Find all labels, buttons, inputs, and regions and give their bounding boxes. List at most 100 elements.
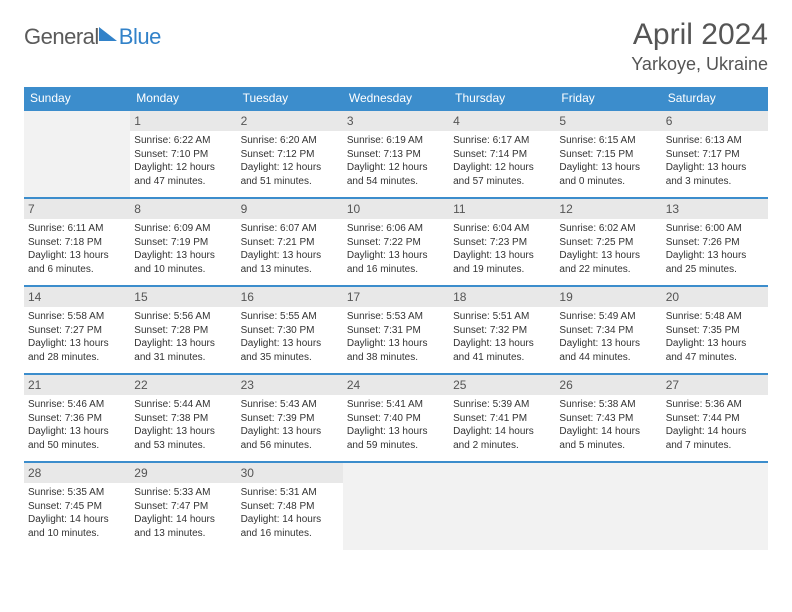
calendar-header-row: SundayMondayTuesdayWednesdayThursdayFrid… xyxy=(24,87,768,110)
daylight-text: Daylight: 12 hours and 57 minutes. xyxy=(453,161,551,188)
calendar-day-cell: 9 Sunrise: 6:07 AMSunset: 7:21 PMDaylight… xyxy=(237,198,343,286)
daylight-text: Daylight: 13 hours and 0 minutes. xyxy=(559,161,657,188)
sunset-text: Sunset: 7:47 PM xyxy=(134,500,232,514)
day-number: 30 xyxy=(237,463,343,483)
sunset-text: Sunset: 7:17 PM xyxy=(666,148,764,162)
calendar-day-cell: 26Sunrise: 5:38 AMSunset: 7:43 PMDayligh… xyxy=(555,374,661,462)
daylight-text: Daylight: 13 hours and 53 minutes. xyxy=(134,425,232,452)
daylight-text: Daylight: 12 hours and 47 minutes. xyxy=(134,161,232,188)
calendar-day-cell: 11Sunrise: 6:04 AMSunset: 7:23 PMDayligh… xyxy=(449,198,555,286)
day-number: 18 xyxy=(449,287,555,307)
sunrise-text: Sunrise: 5:38 AM xyxy=(559,398,657,412)
weekday-header: Monday xyxy=(130,87,236,110)
sunset-text: Sunset: 7:12 PM xyxy=(241,148,339,162)
calendar-day-cell: 25Sunrise: 5:39 AMSunset: 7:41 PMDayligh… xyxy=(449,374,555,462)
daylight-text: Daylight: 14 hours and 7 minutes. xyxy=(666,425,764,452)
day-number: 2 xyxy=(237,111,343,131)
calendar-day-cell: 30Sunrise: 5:31 AMSunset: 7:48 PMDayligh… xyxy=(237,462,343,550)
calendar-day-cell: 24Sunrise: 5:41 AMSunset: 7:40 PMDayligh… xyxy=(343,374,449,462)
day-number: 13 xyxy=(662,199,768,219)
daylight-text: Daylight: 14 hours and 10 minutes. xyxy=(28,513,126,540)
location: Yarkoye, Ukraine xyxy=(631,54,768,75)
weekday-header: Wednesday xyxy=(343,87,449,110)
logo: General Blue xyxy=(24,18,161,50)
day-number: 29 xyxy=(130,463,236,483)
day-number: 12 xyxy=(555,199,661,219)
month-title: April 2024 xyxy=(631,18,768,52)
calendar-day-cell: 21Sunrise: 5:46 AMSunset: 7:36 PMDayligh… xyxy=(24,374,130,462)
day-number: 23 xyxy=(237,375,343,395)
daylight-text: Daylight: 13 hours and 13 minutes. xyxy=(241,249,339,276)
sunrise-text: Sunrise: 6:07 AM xyxy=(241,222,339,236)
calendar-day-cell: 7Sunrise: 6:11 AMSunset: 7:18 PMDaylight… xyxy=(24,198,130,286)
sunrise-text: Sunrise: 6:02 AM xyxy=(559,222,657,236)
day-number: 17 xyxy=(343,287,449,307)
daylight-text: Daylight: 13 hours and 19 minutes. xyxy=(453,249,551,276)
daylight-text: Daylight: 13 hours and 31 minutes. xyxy=(134,337,232,364)
calendar-week-row: 21Sunrise: 5:46 AMSunset: 7:36 PMDayligh… xyxy=(24,374,768,462)
sunset-text: Sunset: 7:27 PM xyxy=(28,324,126,338)
day-number: 25 xyxy=(449,375,555,395)
sunset-text: Sunset: 7:18 PM xyxy=(28,236,126,250)
sunrise-text: Sunrise: 5:43 AM xyxy=(241,398,339,412)
sunrise-text: Sunrise: 5:55 AM xyxy=(241,310,339,324)
sunrise-text: Sunrise: 5:31 AM xyxy=(241,486,339,500)
day-number: 1 xyxy=(130,111,236,131)
weekday-header: Saturday xyxy=(662,87,768,110)
day-number: 26 xyxy=(555,375,661,395)
day-number: 9 xyxy=(237,199,343,219)
sunset-text: Sunset: 7:15 PM xyxy=(559,148,657,162)
sunrise-text: Sunrise: 5:36 AM xyxy=(666,398,764,412)
day-number: 3 xyxy=(343,111,449,131)
day-number: 6 xyxy=(662,111,768,131)
sunrise-text: Sunrise: 5:46 AM xyxy=(28,398,126,412)
calendar-day-cell: 27Sunrise: 5:36 AMSunset: 7:44 PMDayligh… xyxy=(662,374,768,462)
sunset-text: Sunset: 7:26 PM xyxy=(666,236,764,250)
sunset-text: Sunset: 7:21 PM xyxy=(241,236,339,250)
daylight-text: Daylight: 13 hours and 35 minutes. xyxy=(241,337,339,364)
logo-triangle-icon xyxy=(99,27,117,41)
day-number: 8 xyxy=(130,199,236,219)
sunrise-text: Sunrise: 5:58 AM xyxy=(28,310,126,324)
sunrise-text: Sunrise: 6:13 AM xyxy=(666,134,764,148)
day-number: 16 xyxy=(237,287,343,307)
calendar-day-cell: 23Sunrise: 5:43 AMSunset: 7:39 PMDayligh… xyxy=(237,374,343,462)
sunrise-text: Sunrise: 6:19 AM xyxy=(347,134,445,148)
weekday-header: Tuesday xyxy=(237,87,343,110)
calendar-day-cell: 17Sunrise: 5:53 AMSunset: 7:31 PMDayligh… xyxy=(343,286,449,374)
calendar-empty-cell xyxy=(24,110,130,198)
calendar-day-cell: 2Sunrise: 6:20 AMSunset: 7:12 PMDaylight… xyxy=(237,110,343,198)
day-number: 14 xyxy=(24,287,130,307)
day-number: 22 xyxy=(130,375,236,395)
sunrise-text: Sunrise: 5:39 AM xyxy=(453,398,551,412)
calendar-day-cell: 16Sunrise: 5:55 AMSunset: 7:30 PMDayligh… xyxy=(237,286,343,374)
sunrise-text: Sunrise: 6:20 AM xyxy=(241,134,339,148)
day-number: 21 xyxy=(24,375,130,395)
daylight-text: Daylight: 13 hours and 10 minutes. xyxy=(134,249,232,276)
calendar-day-cell: 13Sunrise: 6:00 AMSunset: 7:26 PMDayligh… xyxy=(662,198,768,286)
sunset-text: Sunset: 7:41 PM xyxy=(453,412,551,426)
day-number: 28 xyxy=(24,463,130,483)
daylight-text: Daylight: 13 hours and 25 minutes. xyxy=(666,249,764,276)
daylight-text: Daylight: 13 hours and 28 minutes. xyxy=(28,337,126,364)
day-number: 19 xyxy=(555,287,661,307)
calendar-day-cell: 5Sunrise: 6:15 AMSunset: 7:15 PMDaylight… xyxy=(555,110,661,198)
calendar-day-cell: 10Sunrise: 6:06 AMSunset: 7:22 PMDayligh… xyxy=(343,198,449,286)
sunrise-text: Sunrise: 5:56 AM xyxy=(134,310,232,324)
daylight-text: Daylight: 13 hours and 56 minutes. xyxy=(241,425,339,452)
sunset-text: Sunset: 7:32 PM xyxy=(453,324,551,338)
calendar-day-cell: 14 Sunrise: 5:58 AMSunset: 7:27 PMDayligh… xyxy=(24,286,130,374)
daylight-text: Daylight: 13 hours and 59 minutes. xyxy=(347,425,445,452)
sunrise-text: Sunrise: 6:04 AM xyxy=(453,222,551,236)
calendar-week-row: 14Sunrise: 5:58 AMSunset: 7:27 PMDayligh… xyxy=(24,286,768,374)
calendar-table: SundayMondayTuesdayWednesdayThursdayFrid… xyxy=(24,87,768,550)
daylight-text: Daylight: 13 hours and 50 minutes. xyxy=(28,425,126,452)
sunrise-text: Sunrise: 6:09 AM xyxy=(134,222,232,236)
day-number: 7 xyxy=(24,199,130,219)
calendar-empty-cell xyxy=(343,462,449,550)
sunset-text: Sunset: 7:34 PM xyxy=(559,324,657,338)
sunrise-text: Sunrise: 6:15 AM xyxy=(559,134,657,148)
daylight-text: Daylight: 13 hours and 16 minutes. xyxy=(347,249,445,276)
calendar-day-cell: 29Sunrise: 5:33 AMSunset: 7:47 PMDayligh… xyxy=(130,462,236,550)
sunrise-text: Sunrise: 6:22 AM xyxy=(134,134,232,148)
